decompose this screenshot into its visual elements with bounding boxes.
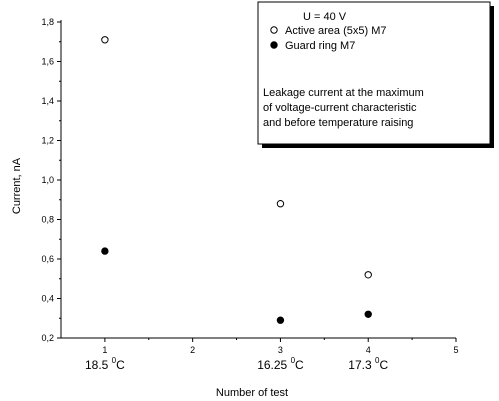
data-point-active-area — [364, 271, 372, 279]
data-point-active-area — [101, 36, 109, 44]
y-tick-label: 1,4 — [41, 96, 54, 106]
y-tick-label: 0,8 — [41, 215, 54, 225]
y-tick-label: 0,2 — [41, 333, 54, 343]
x-tick-label: 4 — [366, 345, 371, 355]
y-tick-label: 0,6 — [41, 254, 54, 264]
temperature-label: 17.3 0C — [348, 356, 388, 372]
temperature-label: 16.25 0C — [257, 356, 304, 372]
y-axis-label: Current, nA — [11, 157, 23, 214]
x-axis-label: Number of test — [216, 387, 288, 399]
legend: U = 40 V Active area (5x5) M7 Guard ring … — [257, 1, 494, 148]
x-axis-ticks: 1 2 3 4 5 — [102, 338, 459, 355]
data-point-guard-ring — [364, 310, 372, 318]
axes — [60, 20, 456, 339]
data-point-guard-ring — [101, 247, 109, 255]
temperature-label: 18.5 0C — [85, 356, 125, 372]
y-tick-label: 1,0 — [41, 175, 54, 185]
data-point-active-area — [276, 200, 285, 208]
legend-note-line: Leakage current at the maximum — [263, 87, 424, 99]
temperature-labels: 18.5 0C 16.25 0C 17.3 0C — [85, 356, 388, 372]
x-tick-label: 2 — [190, 345, 195, 355]
legend-marker — [270, 41, 278, 49]
x-tick-label: 3 — [278, 345, 283, 355]
legend-items: Active area (5x5) M7 Guard ring M7 — [270, 25, 386, 52]
y-axis-ticks: 0,2 0,4 0,6 0,8 1,0 1,2 1,4 1,6 1,8 — [41, 17, 61, 343]
legend-entry-label: Guard ring M7 — [285, 40, 355, 52]
legend-marker — [270, 26, 278, 34]
y-tick-label: 1,2 — [41, 136, 54, 146]
legend-entry-label: Active area (5x5) M7 — [285, 25, 386, 37]
x-tick-label: 5 — [453, 345, 458, 355]
x-tick-label: 1 — [102, 345, 107, 355]
legend-box — [257, 1, 491, 145]
legend-note: Leakage current at the maximum of voltage… — [263, 87, 424, 129]
y-tick-label: 1,6 — [41, 57, 54, 67]
legend-note-line: of voltage-current characteristic — [263, 102, 417, 114]
data-points — [101, 36, 372, 324]
y-tick-label: 1,8 — [41, 17, 54, 27]
y-tick-label: 0,4 — [41, 294, 54, 304]
legend-header: U = 40 V — [303, 11, 347, 23]
data-point-guard-ring — [276, 316, 285, 324]
legend-note-line: and before temperature raising — [263, 117, 413, 129]
